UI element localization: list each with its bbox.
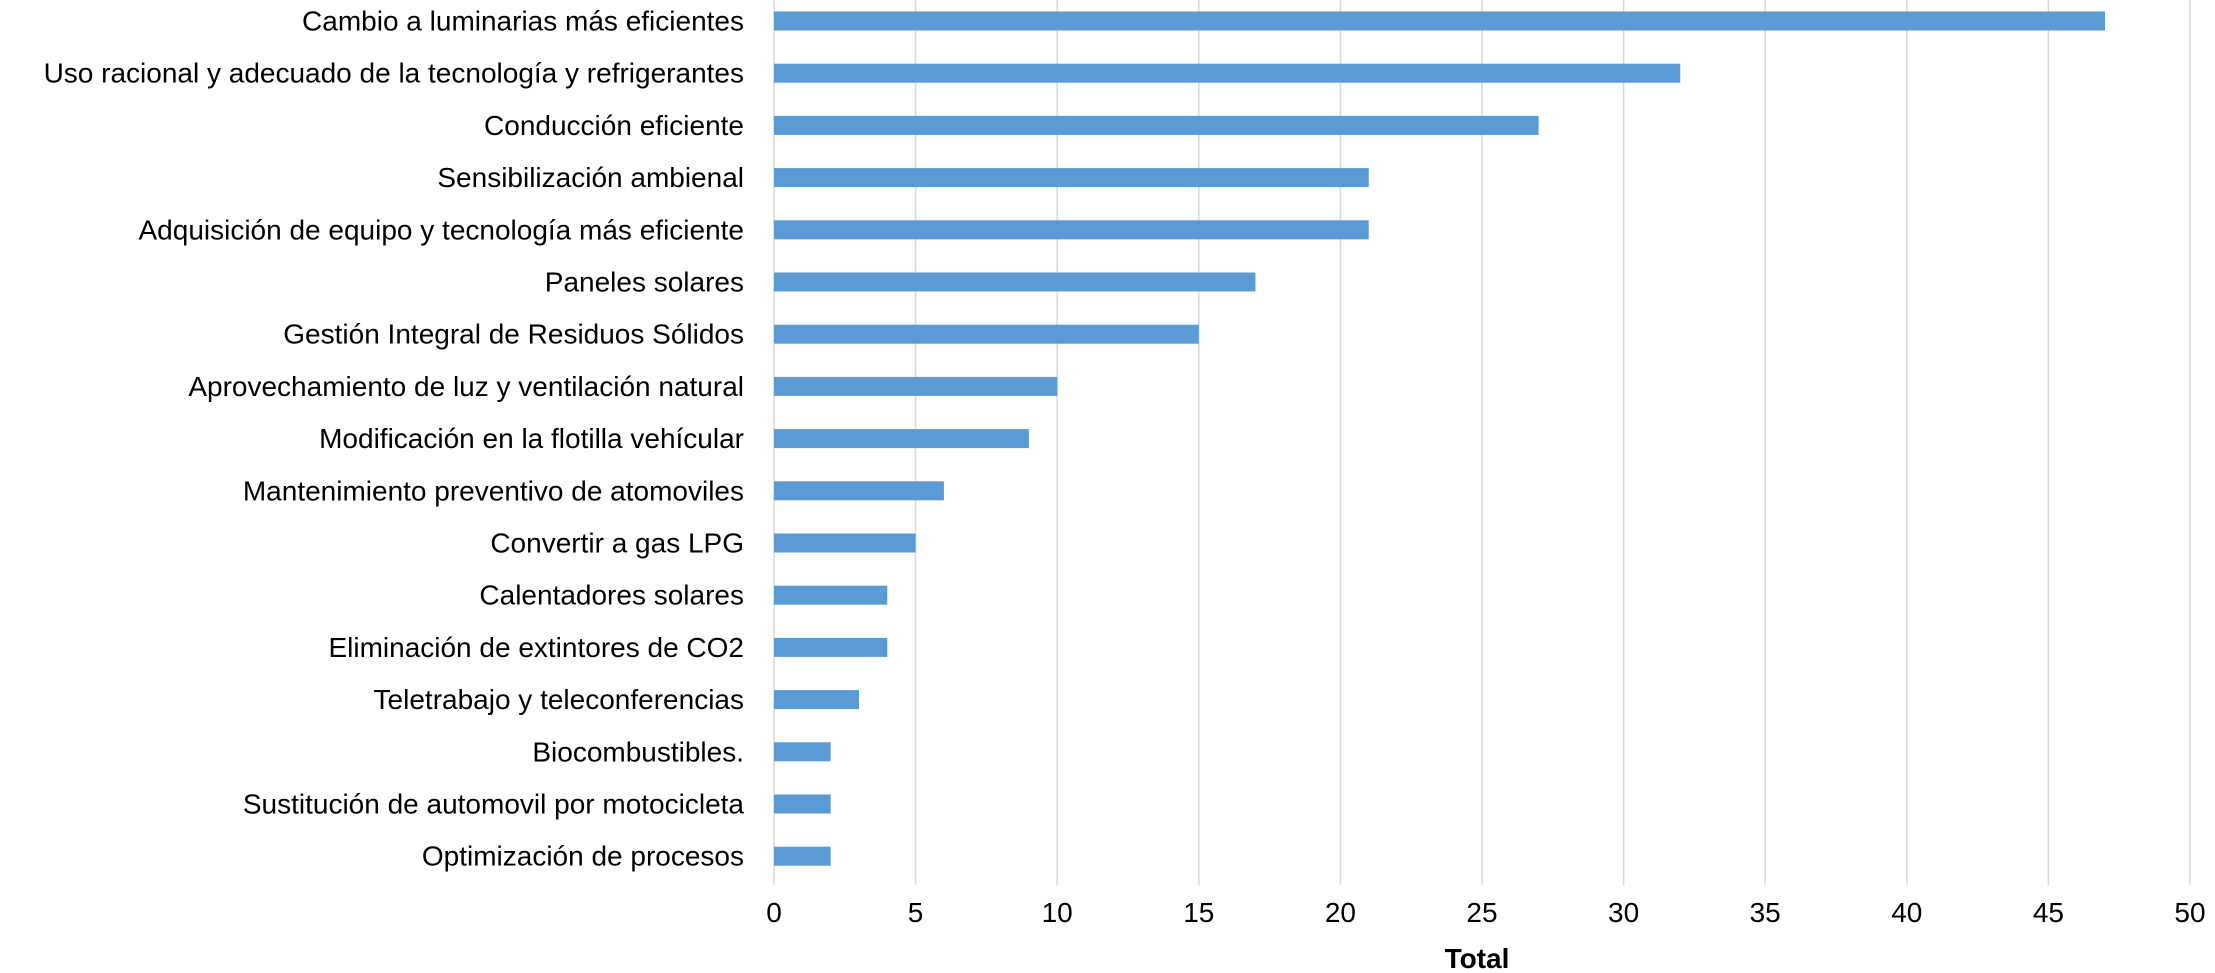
bar bbox=[774, 794, 831, 814]
bar bbox=[774, 481, 944, 501]
x-tick-label: 10 bbox=[1042, 897, 1073, 928]
x-tick-label: 5 bbox=[908, 897, 924, 928]
category-label: Aprovechamiento de luz y ventilación nat… bbox=[188, 371, 744, 402]
category-label: Gestión Integral de Residuos Sólidos bbox=[283, 319, 744, 350]
x-tick-label: 50 bbox=[2174, 897, 2205, 928]
gridlines bbox=[773, 0, 2191, 885]
x-tick-label: 20 bbox=[1325, 897, 1356, 928]
x-tick-label: 40 bbox=[1891, 897, 1922, 928]
x-tick-label: 25 bbox=[1466, 897, 1497, 928]
category-label: Paneles solares bbox=[545, 267, 744, 298]
bar bbox=[774, 376, 1058, 396]
bar bbox=[774, 690, 859, 710]
bar bbox=[774, 846, 831, 866]
bar bbox=[774, 115, 1539, 135]
category-label: Biocombustibles. bbox=[532, 736, 744, 767]
category-label: Mantenimiento preventivo de atomoviles bbox=[243, 475, 744, 506]
x-tick-label: 45 bbox=[2033, 897, 2064, 928]
bar bbox=[774, 533, 916, 553]
category-labels: Cambio a luminarias más eficientes Uso ra… bbox=[44, 6, 745, 872]
x-tick-label: 35 bbox=[1750, 897, 1781, 928]
x-tick-label: 30 bbox=[1608, 897, 1639, 928]
bar bbox=[774, 324, 1199, 344]
category-label: Sustitución de automovil por motocicleta bbox=[243, 789, 745, 820]
category-label: Modificación en la flotilla vehícular bbox=[319, 423, 744, 454]
x-tick-label: 15 bbox=[1183, 897, 1214, 928]
category-label: Conducción eficiente bbox=[484, 110, 744, 141]
x-tick-label: 0 bbox=[766, 897, 782, 928]
bar bbox=[774, 742, 831, 762]
bar bbox=[774, 168, 1369, 188]
bar bbox=[774, 272, 1256, 292]
bars bbox=[774, 11, 2106, 866]
category-label: Convertir a gas LPG bbox=[490, 528, 744, 559]
bar bbox=[774, 429, 1029, 449]
bar bbox=[774, 220, 1369, 240]
category-label: Adquisición de equipo y tecnología más e… bbox=[139, 214, 745, 245]
category-label: Calentadores solares bbox=[479, 580, 744, 611]
category-label: Optimización de procesos bbox=[422, 841, 744, 872]
x-axis-title: Total bbox=[1445, 943, 1510, 973]
bar bbox=[774, 637, 888, 657]
category-label: Teletrabajo y teleconferencias bbox=[374, 684, 744, 715]
category-label: Cambio a luminarias más eficientes bbox=[302, 6, 744, 37]
bar bbox=[774, 11, 2106, 31]
x-tick-labels: 0 5 10 15 20 25 30 35 40 45 50 bbox=[766, 897, 2205, 928]
bar bbox=[774, 585, 888, 605]
category-label: Uso racional y adecuado de la tecnología… bbox=[44, 58, 744, 89]
bar bbox=[774, 63, 1681, 83]
category-label: Eliminación de extintores de CO2 bbox=[328, 632, 744, 663]
category-label: Sensibilización ambienal bbox=[437, 162, 744, 193]
